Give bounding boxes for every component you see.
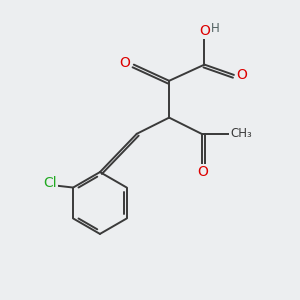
Text: H: H <box>210 22 219 35</box>
Text: Cl: Cl <box>43 176 56 190</box>
Text: O: O <box>199 24 210 38</box>
Text: O: O <box>237 68 248 82</box>
Text: O: O <box>198 165 208 179</box>
Text: CH₃: CH₃ <box>230 127 252 140</box>
Text: O: O <box>119 56 130 70</box>
